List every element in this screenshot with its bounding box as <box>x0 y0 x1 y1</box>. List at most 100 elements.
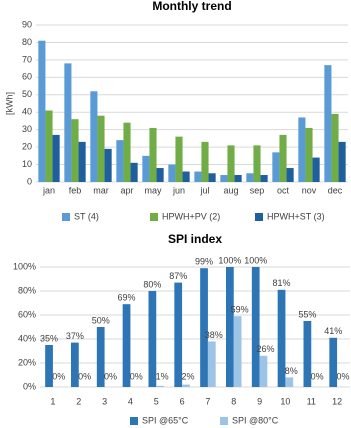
bar <box>97 115 105 182</box>
y-tick-label: 30 <box>22 124 32 134</box>
legend-label: SPI @65°C <box>142 415 189 425</box>
x-tick-label: 9 <box>257 396 262 406</box>
bar <box>220 175 228 182</box>
x-tick-label: 1 <box>50 396 55 406</box>
legend-swatch <box>255 213 263 221</box>
data-label: 8% <box>285 366 298 376</box>
bar <box>182 171 190 182</box>
data-label: 41% <box>324 326 342 336</box>
data-label: 80% <box>143 279 161 289</box>
x-tick-label: 4 <box>128 396 133 406</box>
y-tick-label: 40% <box>18 333 36 343</box>
legend-swatch <box>130 417 138 425</box>
bar <box>277 289 286 387</box>
x-tick-label: jul <box>199 185 209 195</box>
bar <box>168 164 176 182</box>
bar <box>285 377 294 387</box>
y-tick-label: 0% <box>23 381 36 391</box>
x-tick-label: jun <box>172 185 185 195</box>
bar <box>175 136 183 182</box>
bar <box>52 134 60 182</box>
bar <box>130 162 138 182</box>
data-label: 99% <box>195 257 213 267</box>
y-tick-label: 90 <box>22 19 32 29</box>
x-tick-label: 8 <box>231 396 236 406</box>
bar <box>64 63 72 182</box>
bar <box>233 316 242 387</box>
y-tick-label: 100% <box>13 261 36 271</box>
bar <box>208 173 216 182</box>
y-tick-label: 80 <box>22 37 32 47</box>
bar <box>149 127 157 182</box>
legend-label: HPWH+ST (3) <box>267 211 325 221</box>
y-tick-label: 70 <box>22 54 32 64</box>
bar <box>324 65 332 182</box>
bar <box>45 345 53 387</box>
bar <box>71 342 79 387</box>
x-tick-label: nov <box>302 185 317 195</box>
data-label: 87% <box>169 271 187 281</box>
y-tick-label: 40 <box>22 107 32 117</box>
bar <box>331 113 339 182</box>
y-tick-label: 20 <box>22 141 32 151</box>
bar <box>96 327 105 387</box>
bar <box>259 355 268 387</box>
legend-label: SPI @80°C <box>232 415 279 425</box>
x-tick-label: 11 <box>307 396 316 406</box>
data-label: 35% <box>40 333 58 343</box>
bar <box>104 148 112 182</box>
data-label: 0% <box>78 371 91 381</box>
x-tick-label: 2 <box>76 396 81 406</box>
chart-title: Monthly trend <box>152 0 231 13</box>
x-tick-label: dec <box>328 185 343 195</box>
legend-swatch <box>62 213 70 221</box>
data-label: 55% <box>298 309 316 319</box>
data-label: 81% <box>273 278 291 288</box>
bar <box>200 268 208 387</box>
chart-title: SPI index <box>168 232 222 246</box>
data-label: 50% <box>92 315 110 325</box>
x-tick-label: jan <box>42 185 55 195</box>
x-tick-label: may <box>144 185 162 195</box>
x-tick-label: 5 <box>154 396 159 406</box>
x-tick-label: 10 <box>280 396 290 406</box>
y-axis-label: [kWh] <box>4 92 14 115</box>
bar <box>45 110 53 182</box>
bar <box>174 282 183 387</box>
bar <box>246 173 254 182</box>
data-label: 0% <box>336 371 349 381</box>
y-tick-label: 0 <box>27 176 32 186</box>
legend-label: HPWH+PV (2) <box>162 211 220 221</box>
legend-swatch <box>150 213 158 221</box>
data-label: 0% <box>311 371 324 381</box>
data-label: 37% <box>66 331 84 341</box>
data-label: 100% <box>218 255 241 265</box>
data-label: 100% <box>244 255 267 265</box>
bar <box>251 267 260 387</box>
bar <box>148 291 157 387</box>
bar <box>156 385 164 387</box>
data-label: 59% <box>231 305 249 315</box>
bar <box>123 122 131 182</box>
bar <box>207 341 216 387</box>
x-tick-label: oct <box>277 185 290 195</box>
bar <box>201 141 209 182</box>
bar <box>194 171 202 182</box>
legend-label: ST (4) <box>74 211 99 221</box>
legend-swatch <box>220 417 228 425</box>
x-tick-label: 6 <box>180 396 185 406</box>
x-tick-label: feb <box>69 185 82 195</box>
bar <box>226 267 234 387</box>
x-tick-label: mar <box>93 185 109 195</box>
bar <box>227 145 235 182</box>
data-label: 26% <box>256 344 274 354</box>
data-label: 38% <box>205 330 223 340</box>
bar <box>142 155 150 182</box>
bar <box>90 91 98 182</box>
data-label: 0% <box>130 371 143 381</box>
y-tick-label: 60 <box>22 72 32 82</box>
bar <box>303 321 312 387</box>
data-label: 69% <box>118 293 136 303</box>
data-label: 0% <box>104 371 117 381</box>
bar <box>182 384 190 387</box>
